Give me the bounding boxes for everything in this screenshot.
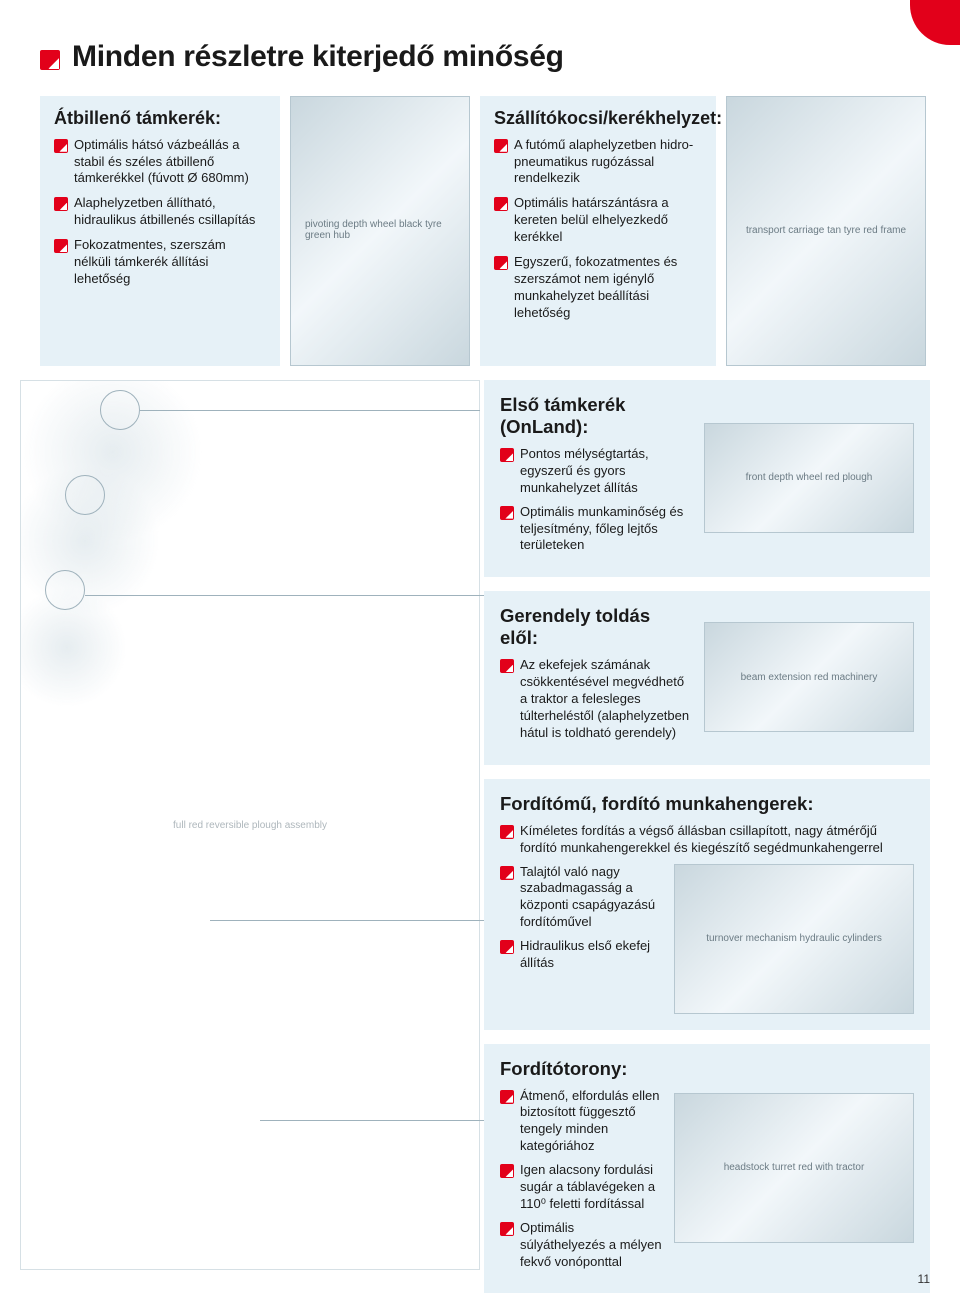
- card-bullets: A futómű alaphelyzetben hidro-pneumatiku…: [494, 137, 702, 322]
- section-heading: Fordítómű, fordító munkahengerek:: [500, 793, 914, 815]
- section-image: turnover mechanism hydraulic cylinders: [674, 864, 914, 1014]
- lead-circle: [100, 390, 140, 430]
- brand-bullet-icon: [54, 239, 68, 253]
- bullet-item: Optimális munkaminőség és teljesítmény, …: [500, 504, 692, 555]
- lead-line: [210, 920, 485, 921]
- bullet-item: Pontos mélységtartás, egyszerű és gyors …: [500, 446, 692, 497]
- brand-bullet-icon: [54, 139, 68, 153]
- section-image: front depth wheel red plough: [704, 423, 914, 533]
- lead-line: [140, 410, 480, 411]
- page-title: Minden részletre kiterjedő minőség: [40, 40, 930, 74]
- bullet-item: Az ekefejek számának csökkentésével megv…: [500, 657, 692, 741]
- section-heading: Fordítótorony:: [500, 1058, 662, 1080]
- section-forditotorony: Fordítótorony: Átmenő, elfordulás ellen …: [484, 1044, 930, 1294]
- bullet-item: Kíméletes fordítás a végső állásban csil…: [500, 823, 914, 857]
- brand-bullet-icon: [500, 940, 514, 954]
- machine-illustration-area: full red reversible plough assembly: [40, 380, 490, 1280]
- image-depth-wheel: pivoting depth wheel black tyre green hu…: [290, 96, 470, 366]
- card-szallitokocsi: Szállítókocsi/kerékhelyzet: A futómű ala…: [480, 96, 716, 366]
- brand-bullet-icon: [500, 825, 514, 839]
- image-transport-wheel: transport carriage tan tyre red frame: [726, 96, 926, 366]
- section-bullets: Átmenő, elfordulás ellen biztosított füg…: [500, 1088, 662, 1271]
- section-bullets: Az ekefejek számának csökkentésével megv…: [500, 657, 692, 741]
- section-heading: Első támkerék (OnLand):: [500, 394, 692, 438]
- brand-bullet-icon: [500, 448, 514, 462]
- section-forditomu: Fordítómű, fordító munkahengerek: Kíméle…: [484, 779, 930, 1030]
- section-bullets: Talajtól való nagy szabadmagasság a közp…: [500, 864, 662, 972]
- top-row: Átbillenő támkerék: Optimális hátsó vázb…: [40, 96, 930, 366]
- card-heading: Átbillenő támkerék:: [54, 108, 266, 129]
- brand-bullet-icon: [494, 139, 508, 153]
- brand-bullet-icon: [494, 197, 508, 211]
- lower-area: full red reversible plough assembly Első…: [40, 380, 930, 1293]
- brand-bullet-icon: [40, 50, 60, 70]
- bullet-item: Fokozatmentes, szerszám nélküli támkerék…: [54, 237, 266, 288]
- lead-circle: [45, 570, 85, 610]
- bullet-item: Optimális súlyáthelyezés a mélyen fekvő …: [500, 1220, 662, 1271]
- brand-bullet-icon: [494, 256, 508, 270]
- lead-line: [85, 595, 485, 596]
- section-image: beam extension red machinery: [704, 622, 914, 732]
- brand-bullet-icon: [500, 866, 514, 880]
- brand-bullet-icon: [500, 1090, 514, 1104]
- bullet-item: Talajtól való nagy szabadmagasság a közp…: [500, 864, 662, 932]
- bullet-item: Alaphelyzetben állítható, hidraulikus át…: [54, 195, 266, 229]
- section-gerendely-toldas: Gerendely toldás elől: Az ekefejek számá…: [484, 591, 930, 764]
- card-bullets: Optimális hátsó vázbeállás a stabil és s…: [54, 137, 266, 288]
- bullet-item: Igen alacsony fordulási sugár a táblavég…: [500, 1162, 662, 1213]
- card-atbilleno-tamkerek: Átbillenő támkerék: Optimális hátsó vázb…: [40, 96, 280, 366]
- bullet-item: Átmenő, elfordulás ellen biztosított füg…: [500, 1088, 662, 1156]
- section-bullets: Kíméletes fordítás a végső állásban csil…: [500, 823, 914, 857]
- brand-bullet-icon: [500, 659, 514, 673]
- brand-bullet-icon: [500, 1164, 514, 1178]
- page-title-text: Minden részletre kiterjedő minőség: [72, 40, 564, 73]
- card-heading: Szállítókocsi/kerékhelyzet:: [494, 108, 702, 129]
- brand-bullet-icon: [500, 506, 514, 520]
- brand-bullet-icon: [54, 197, 68, 211]
- section-heading: Gerendely toldás elől:: [500, 605, 692, 649]
- lead-line: [260, 1120, 485, 1121]
- section-elso-tamkerek: Első támkerék (OnLand): Pontos mélységta…: [484, 380, 930, 577]
- lead-circle: [65, 475, 105, 515]
- section-bullets: Pontos mélységtartás, egyszerű és gyors …: [500, 446, 692, 554]
- page-number: 11: [918, 1272, 930, 1286]
- bullet-item: Egyszerű, fokozatmentes és szerszámot ne…: [494, 254, 702, 322]
- sections-column: Első támkerék (OnLand): Pontos mélységta…: [484, 380, 930, 1293]
- bullet-item: Hidraulikus első ekefej állítás: [500, 938, 662, 972]
- brand-bullet-icon: [500, 1222, 514, 1236]
- bullet-item: A futómű alaphelyzetben hidro-pneumatiku…: [494, 137, 702, 188]
- brand-corner-accent: [910, 0, 960, 45]
- bullet-item: Optimális hátsó vázbeállás a stabil és s…: [54, 137, 266, 188]
- section-image: headstock turret red with tractor: [674, 1093, 914, 1243]
- bullet-item: Optimális határszántásra a kereten belül…: [494, 195, 702, 246]
